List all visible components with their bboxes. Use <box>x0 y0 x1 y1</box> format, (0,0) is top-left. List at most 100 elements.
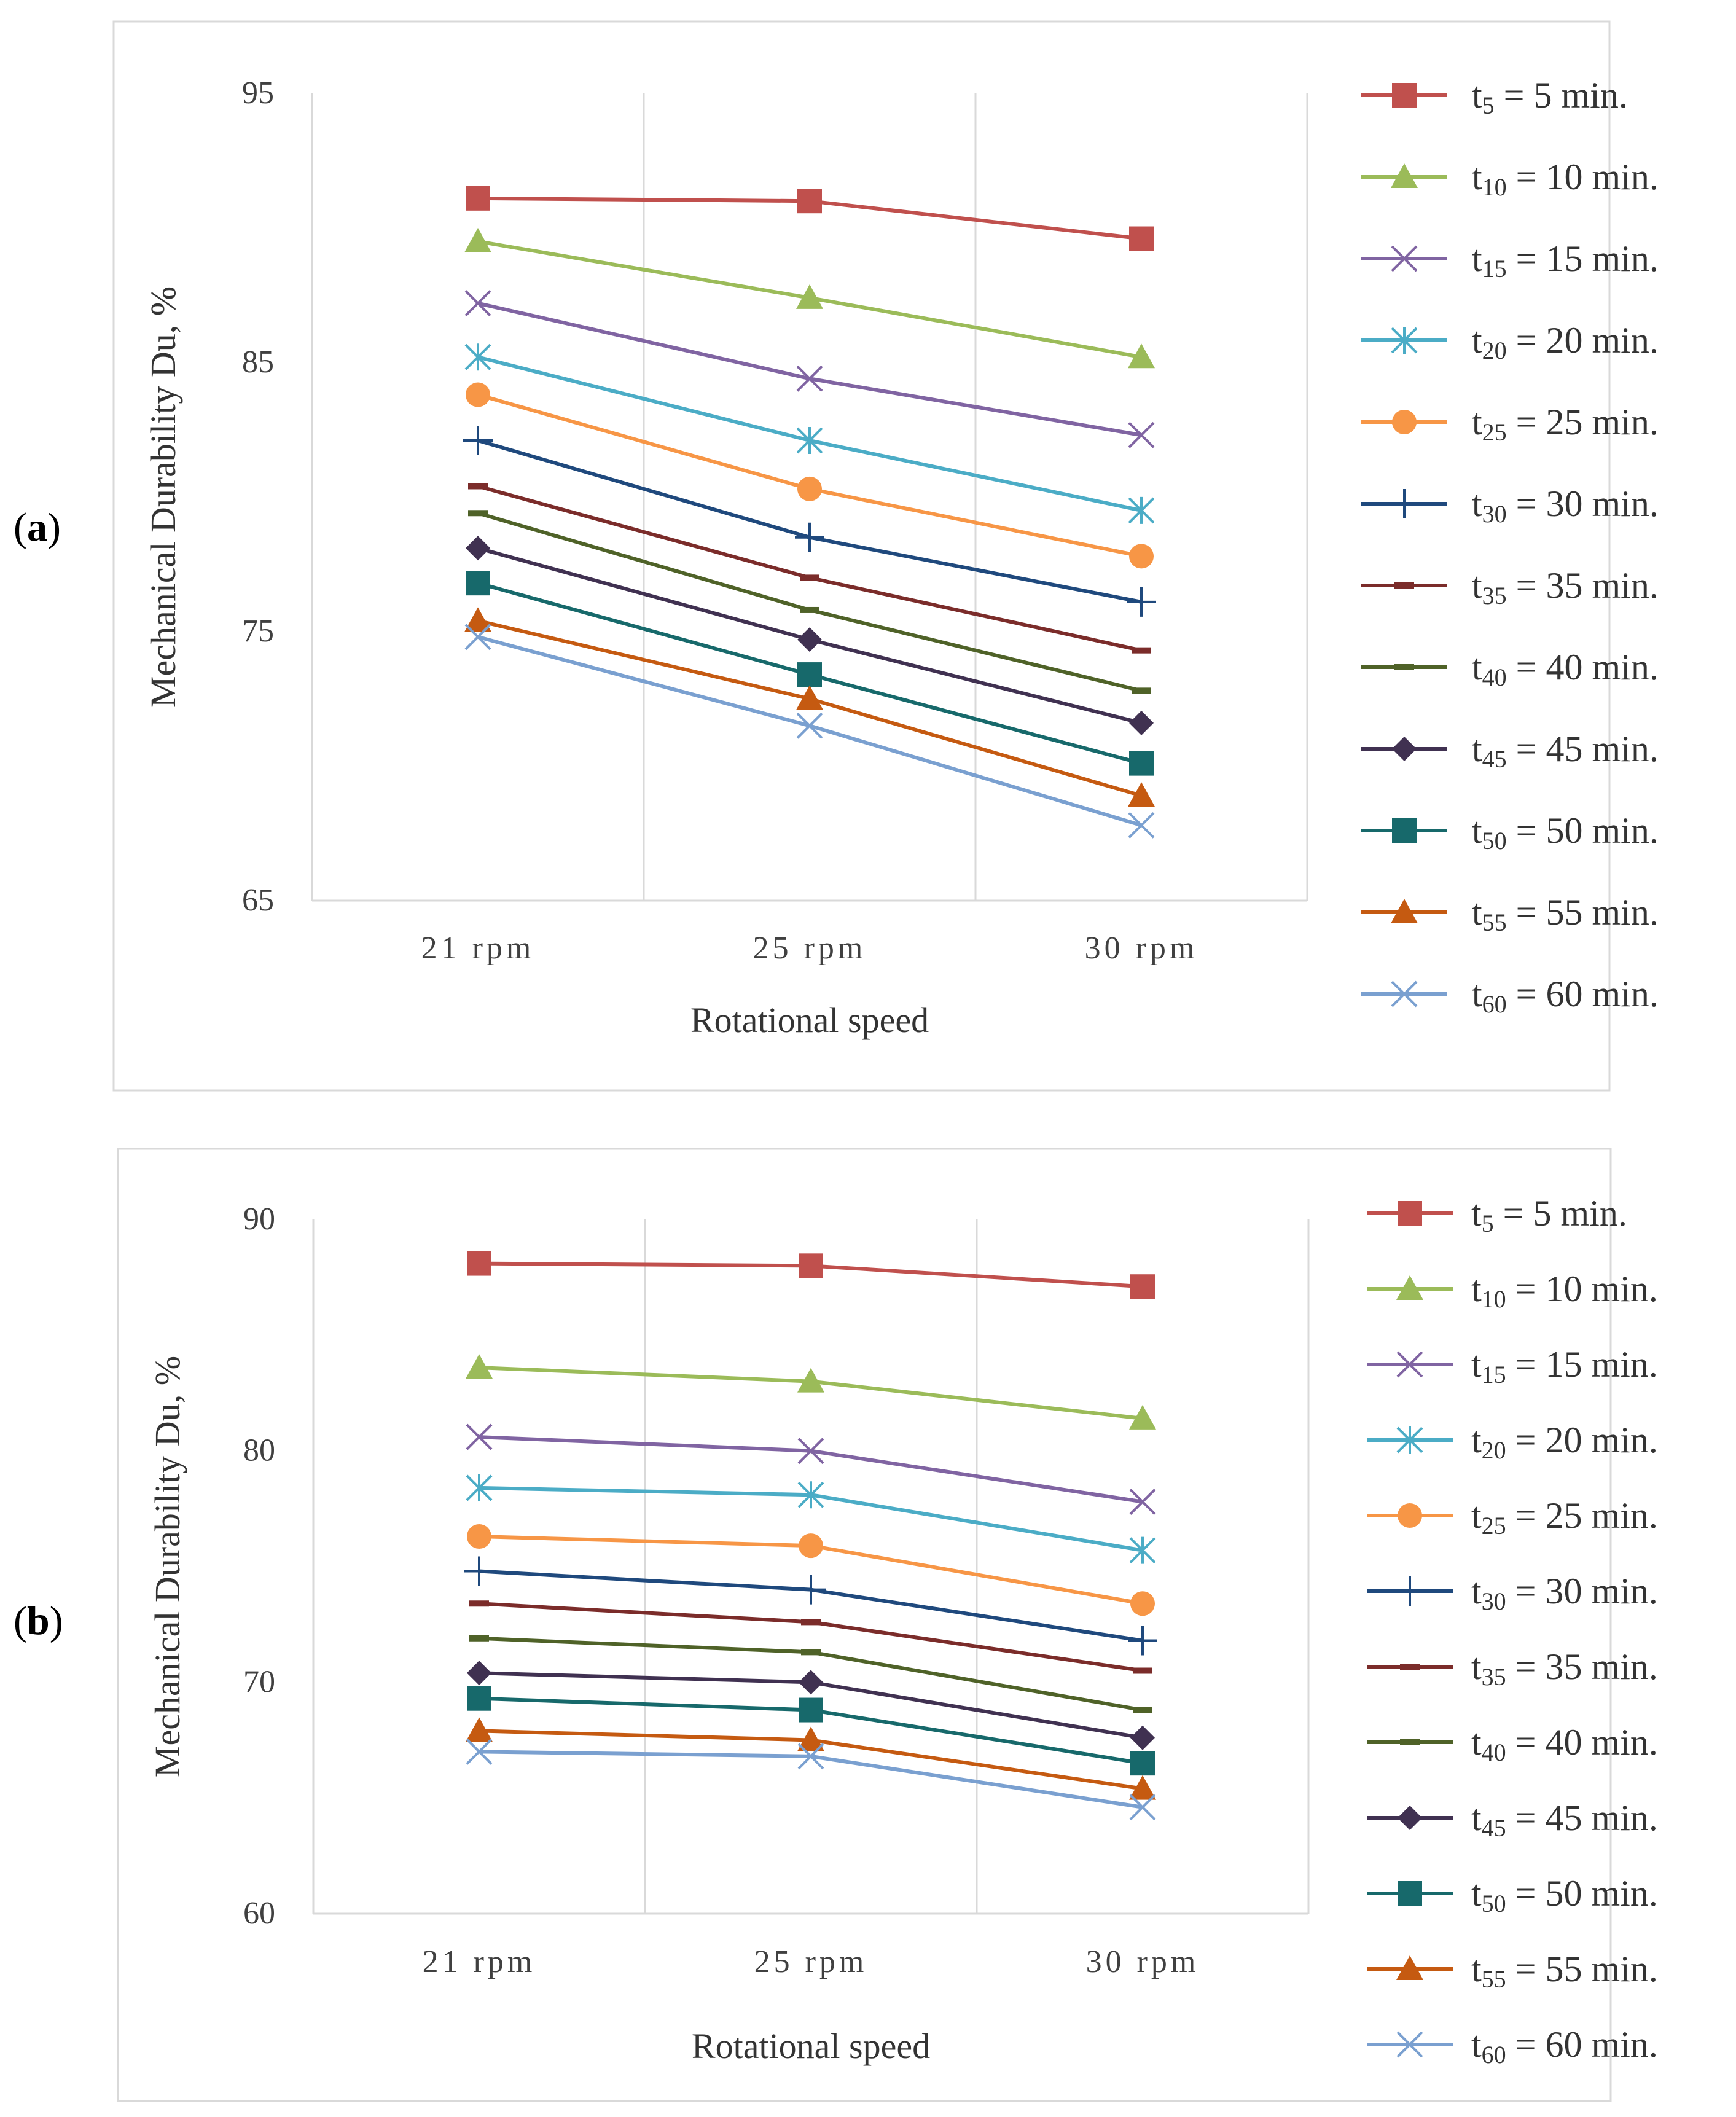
panel-a-legend-item: t45 = 45 min. <box>1361 729 1659 773</box>
legend-label-subscript: 30 <box>1482 1587 1506 1615</box>
panel-a-legend-item: t25 = 25 min. <box>1361 402 1659 446</box>
legend-label-t: t <box>1471 1344 1482 1385</box>
panel-a-data-point <box>1128 496 1155 524</box>
legend-label-subscript: 55 <box>1482 1965 1506 1993</box>
panel-a-y-axis-title: Mechanical Durability Du, % <box>143 286 183 708</box>
panel-b-y-tick-label: 90 <box>243 1202 275 1237</box>
legend-label-value: = 30 min. <box>1506 1571 1658 1611</box>
legend-label-subscript: 35 <box>1482 1663 1506 1691</box>
legend-label: t40 = 40 min. <box>1471 1722 1658 1766</box>
legend-marker <box>1391 899 1418 923</box>
legend-label: t25 = 25 min. <box>1472 402 1659 446</box>
legend-label-t: t <box>1471 1269 1482 1309</box>
panel-b-data-point <box>797 1726 824 1751</box>
legend-marker <box>1398 1806 1422 1830</box>
panel-a-label-letter: a <box>27 505 47 550</box>
panel-a-x-tick-label: 30 rpm <box>1085 931 1198 966</box>
panel-b-legend-item: t45 = 45 min. <box>1367 1798 1658 1842</box>
panel-a-data-point <box>796 712 823 739</box>
panel-a-series-line <box>477 301 1142 437</box>
panel-a-data-point <box>795 522 824 552</box>
panel-b-data-point <box>469 1635 489 1642</box>
legend-label-t: t <box>1472 157 1482 197</box>
panel-a-frame <box>112 20 1611 1092</box>
panel-b-data-point <box>1130 1591 1155 1616</box>
panel-b-legend-item: t40 = 40 min. <box>1367 1722 1658 1766</box>
legend-label-t: t <box>1471 1571 1482 1611</box>
panel-a-legend-item: t15 = 15 min. <box>1361 238 1659 283</box>
legend-label: t45 = 45 min. <box>1472 729 1659 773</box>
panel-b-data-point <box>466 1423 493 1450</box>
legend-label: t15 = 15 min. <box>1472 238 1659 283</box>
legend-label-t: t <box>1472 483 1482 524</box>
panel-b-legend-item: t30 = 30 min. <box>1367 1571 1658 1615</box>
legend-marker <box>1396 1351 1423 1378</box>
panel-b-series-25 <box>467 1524 1155 1616</box>
legend-label-value: = 35 min. <box>1506 1646 1658 1687</box>
panel-a-data-point <box>463 426 493 456</box>
panel-a-data-point <box>796 685 823 710</box>
panel-b-data-point <box>466 1474 493 1501</box>
panel-a-x-tick-label: 21 rpm <box>421 931 535 966</box>
panel-b-data-point <box>467 1524 491 1549</box>
panel-a-data-point <box>800 606 819 613</box>
legend-label-t: t <box>1472 810 1482 851</box>
legend-label-t: t <box>1472 402 1482 442</box>
legend-label-t: t <box>1471 1873 1482 1914</box>
panel-a-data-point <box>797 627 822 652</box>
panel-a-data-point <box>797 476 822 501</box>
panel-b-series-30 <box>464 1556 1157 1656</box>
legend-label: t60 = 60 min. <box>1471 2024 1658 2068</box>
legend-marker <box>1396 1426 1423 1454</box>
legend-label-value: = 60 min. <box>1507 974 1659 1014</box>
panel-b-series-50 <box>467 1686 1155 1776</box>
panel-a-legend-item: t35 = 35 min. <box>1361 565 1659 609</box>
legend-label-t: t <box>1471 1420 1482 1460</box>
legend-label: t55 = 55 min. <box>1471 1949 1658 1993</box>
legend-label-value: = 20 min. <box>1506 1420 1658 1460</box>
legend-marker <box>1390 489 1419 518</box>
panel-b-data-point <box>1129 1794 1156 1821</box>
panel-a-data-point <box>464 607 491 632</box>
panel-b-data-point <box>466 1738 493 1765</box>
panel-a-label-open: ( <box>14 505 27 550</box>
panel-a-data-point <box>1128 782 1155 807</box>
legend-label: t55 = 55 min. <box>1472 892 1659 936</box>
panel-b-legend-item: t50 = 50 min. <box>1367 1873 1658 1917</box>
legend-label-value: = 20 min. <box>1507 320 1659 361</box>
legend-label-subscript: 15 <box>1482 255 1507 283</box>
legend-marker <box>1391 327 1418 354</box>
panel-b-y-tick-label: 70 <box>243 1664 275 1699</box>
panel-b-label-close: ) <box>50 1599 63 1643</box>
legend-label-subscript: 10 <box>1482 1285 1506 1313</box>
legend-label: t35 = 35 min. <box>1471 1646 1658 1691</box>
legend-label-subscript: 45 <box>1482 1814 1506 1842</box>
panel-a-series-35 <box>468 483 1151 654</box>
legend-label-subscript: 30 <box>1482 500 1507 528</box>
legend-label: t25 = 25 min. <box>1471 1495 1658 1540</box>
panel-a-data-point <box>466 382 490 407</box>
legend-marker <box>1392 737 1417 761</box>
legend-label-t: t <box>1471 1495 1482 1536</box>
legend-label-value: = 60 min. <box>1506 2024 1658 2065</box>
panel-a-series-15 <box>464 290 1155 448</box>
panel-b-data-point <box>1130 1751 1155 1776</box>
legend-marker <box>1398 1881 1422 1906</box>
legend-label-subscript: 50 <box>1482 827 1507 855</box>
panel-a-data-point <box>1127 587 1156 617</box>
legend-marker <box>1392 818 1417 843</box>
panel-b-data-point <box>797 1368 824 1393</box>
panel-b-data-point <box>466 1354 493 1379</box>
legend-label: t45 = 45 min. <box>1471 1798 1658 1842</box>
legend-label-subscript: 50 <box>1482 1890 1506 1917</box>
panel-b-data-point <box>1133 1707 1152 1713</box>
legend-label-t: t <box>1472 238 1482 279</box>
panel-a-label-close: ) <box>47 505 61 550</box>
panel-b-series-35 <box>469 1600 1152 1674</box>
panel-a-series-10 <box>464 227 1155 369</box>
panel-b-data-point <box>467 1251 491 1276</box>
legend-label-t: t <box>1471 1798 1482 1838</box>
legend-label-value: = 25 min. <box>1506 1495 1658 1536</box>
legend-marker <box>1398 1201 1422 1226</box>
